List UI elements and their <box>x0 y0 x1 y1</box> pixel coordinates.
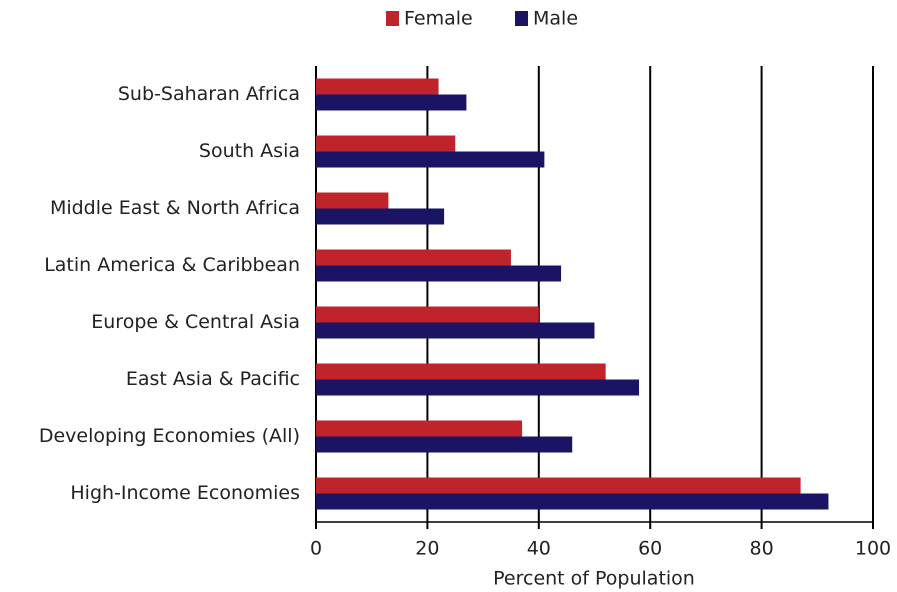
bar <box>316 379 640 396</box>
legend-label: Female <box>404 8 473 30</box>
bar <box>316 363 606 380</box>
bar <box>316 322 595 339</box>
bar <box>316 249 511 266</box>
x-tick-label: 0 <box>310 538 322 560</box>
bar <box>316 420 523 437</box>
y-tick-label: Europe & Central Asia <box>91 311 300 333</box>
bar <box>316 493 829 510</box>
y-tick-label: Developing Economies (All) <box>39 425 300 447</box>
y-tick-label: High-Income Economies <box>70 482 300 504</box>
bar <box>316 265 562 282</box>
y-tick-label: Sub-Saharan Africa <box>118 83 300 105</box>
bar <box>316 151 545 168</box>
x-tick-label: 80 <box>750 538 774 560</box>
bar <box>316 78 439 95</box>
x-tick-label: 100 <box>855 538 891 560</box>
bar <box>316 306 539 323</box>
legend-label: Male <box>533 8 578 30</box>
x-tick-label: 40 <box>527 538 551 560</box>
legend-swatch <box>386 11 399 26</box>
y-tick-label: Middle East & North Africa <box>50 197 300 219</box>
x-tick-label: 60 <box>638 538 662 560</box>
x-tick-label: 20 <box>415 538 439 560</box>
bar <box>316 135 456 152</box>
bar <box>316 477 801 494</box>
bar <box>316 94 467 111</box>
y-tick-label: East Asia & Pacific <box>126 368 300 390</box>
legend-swatch <box>515 11 528 26</box>
bar <box>316 192 389 209</box>
y-tick-label: South Asia <box>199 140 300 162</box>
bar <box>316 208 445 225</box>
x-axis-label: Percent of Population <box>493 568 695 590</box>
bar <box>316 436 573 453</box>
y-tick-label: Latin America & Caribbean <box>44 254 300 276</box>
